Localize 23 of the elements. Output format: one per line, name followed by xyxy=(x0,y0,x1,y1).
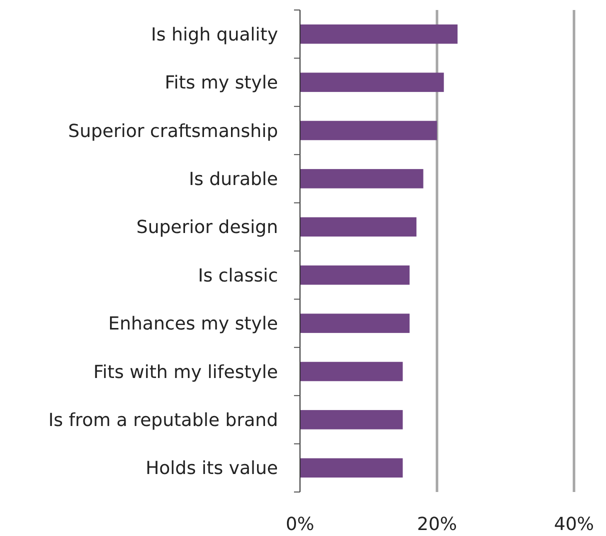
y-tick-label: Fits my style xyxy=(164,72,278,94)
x-tick-label: 40% xyxy=(554,514,594,535)
bar xyxy=(300,24,458,44)
bar xyxy=(300,265,410,285)
bar xyxy=(300,120,437,140)
y-tick-label: Holds its value xyxy=(146,458,278,480)
y-tick-label: Superior craftsmanship xyxy=(68,120,278,142)
y-tick-label: Is classic xyxy=(198,265,278,286)
x-tick-label: 0% xyxy=(286,514,314,535)
bar xyxy=(300,217,416,237)
y-tick-label: Superior design xyxy=(136,217,278,238)
bar xyxy=(300,169,424,188)
y-tick-label: Is high quality xyxy=(151,24,278,46)
y-tick-label: Fits with my lifestyle xyxy=(93,362,278,383)
y-tick-label: Is from a reputable brand xyxy=(48,410,278,431)
x-tick-label: 20% xyxy=(416,514,458,535)
y-tick-label: Is durable xyxy=(188,169,278,190)
bar xyxy=(300,314,410,333)
bar xyxy=(300,410,403,430)
bar xyxy=(300,72,444,92)
bar xyxy=(300,458,403,478)
y-tick-label: Enhances my style xyxy=(108,314,278,335)
bar xyxy=(300,362,403,382)
